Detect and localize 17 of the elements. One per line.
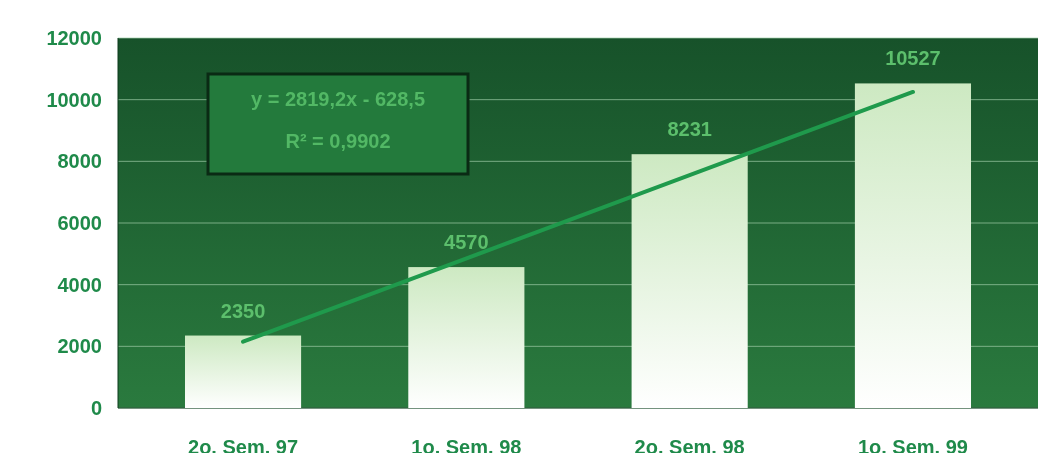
data-label: 10527	[885, 47, 941, 70]
y-tick-label: 4000	[57, 273, 102, 296]
y-tick-label: 12000	[46, 27, 102, 49]
data-label: 2350	[220, 299, 266, 322]
y-tick-label: 8000	[57, 150, 102, 173]
data-label: 8231	[667, 118, 712, 141]
bar	[184, 335, 302, 408]
annotation: R² = 0,9902	[285, 130, 391, 152]
y-tick-label: 2000	[57, 335, 102, 358]
annotation: y = 2819,2x - 628,5	[250, 88, 426, 110]
y-tick-label: 0	[90, 397, 102, 419]
bar	[631, 154, 748, 408]
y-tick-label: 6000	[57, 212, 102, 234]
bar	[854, 83, 972, 408]
bar	[408, 267, 525, 408]
data-label: 4570	[444, 231, 489, 254]
y-tick-label: 10000	[46, 88, 102, 111]
